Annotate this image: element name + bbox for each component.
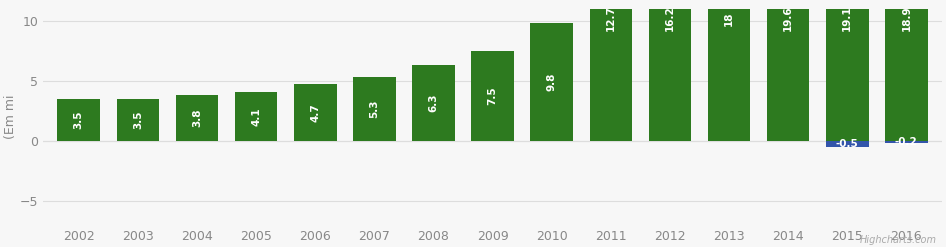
Bar bbox=[531, 23, 573, 141]
Text: 7.5: 7.5 bbox=[487, 86, 498, 105]
Text: 16.2: 16.2 bbox=[665, 5, 674, 31]
Bar bbox=[471, 51, 514, 141]
Text: 9.8: 9.8 bbox=[547, 73, 556, 91]
Text: 19.1: 19.1 bbox=[842, 5, 852, 31]
Bar bbox=[116, 99, 159, 141]
Y-axis label: (Em mi: (Em mi bbox=[4, 95, 17, 139]
Bar bbox=[708, 0, 750, 141]
Text: 4.7: 4.7 bbox=[310, 103, 321, 122]
Bar bbox=[649, 0, 692, 141]
Text: 19.6: 19.6 bbox=[783, 5, 793, 31]
Text: 5.3: 5.3 bbox=[369, 100, 379, 118]
Bar bbox=[294, 84, 337, 141]
Text: 18.9: 18.9 bbox=[902, 5, 911, 31]
Bar bbox=[589, 0, 632, 141]
Bar bbox=[235, 92, 277, 141]
Text: 12.7: 12.7 bbox=[605, 5, 616, 31]
Bar bbox=[412, 65, 455, 141]
Bar bbox=[826, 141, 868, 147]
Text: -0.5: -0.5 bbox=[836, 139, 859, 149]
Text: -0.2: -0.2 bbox=[895, 137, 918, 147]
Text: 3.5: 3.5 bbox=[132, 111, 143, 129]
Bar bbox=[767, 0, 810, 141]
Text: 3.8: 3.8 bbox=[192, 109, 202, 127]
Bar bbox=[826, 0, 868, 141]
Bar bbox=[353, 77, 395, 141]
Bar bbox=[176, 95, 219, 141]
Text: Highcharts.com: Highcharts.com bbox=[860, 235, 937, 245]
Bar bbox=[885, 141, 928, 143]
Text: 6.3: 6.3 bbox=[429, 94, 438, 112]
Bar bbox=[58, 99, 100, 141]
Text: 4.1: 4.1 bbox=[251, 107, 261, 125]
Text: 18: 18 bbox=[724, 11, 734, 25]
Bar bbox=[885, 0, 928, 141]
Text: 3.5: 3.5 bbox=[74, 111, 84, 129]
